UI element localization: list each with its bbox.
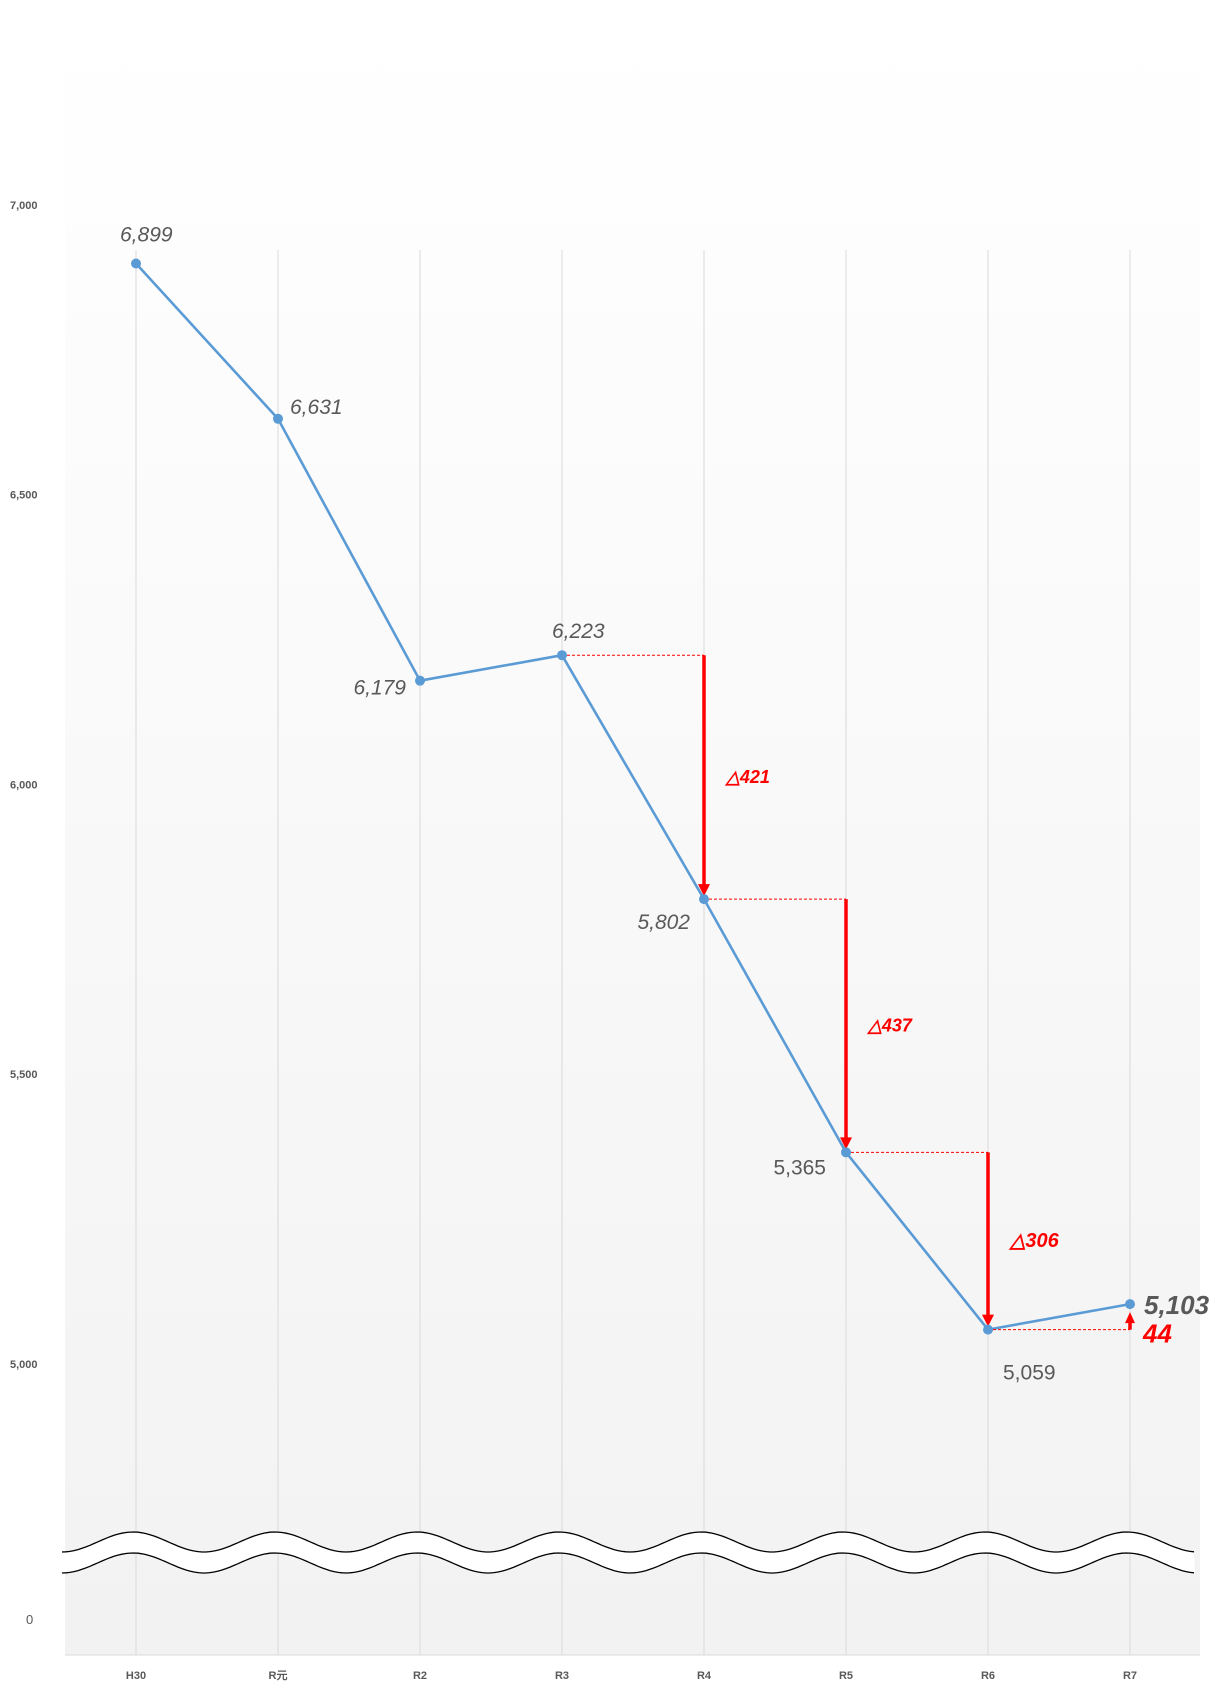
data-label-R3: 6,223: [552, 620, 605, 643]
change-label: △306: [1008, 1230, 1060, 1252]
data-point-R4: [699, 894, 709, 905]
y-tick-label: 0: [26, 1612, 33, 1627]
data-point-H30: [131, 258, 141, 269]
data-point-R3: [557, 650, 567, 661]
y-tick-label: 6,000: [10, 779, 38, 791]
series-line: [135, 262, 1131, 1331]
data-point-R元: [273, 413, 283, 424]
axis-break-wave-lower: [61, 1552, 1195, 1574]
x-tick-label: R7: [1123, 1670, 1137, 1682]
change-label: △437: [866, 1016, 913, 1036]
data-label-R元: 6,631: [290, 396, 343, 419]
x-tick-label: R5: [839, 1670, 853, 1682]
change-arrow-head: [982, 1314, 994, 1327]
data-label-R6: 5,059: [1003, 1362, 1056, 1385]
y-tick-label: 6,500: [10, 490, 38, 502]
change-arrow-head: [1125, 1312, 1135, 1324]
data-point-R5: [841, 1147, 851, 1158]
data-point-R2: [415, 675, 425, 686]
change-arrow-head: [698, 884, 710, 897]
y-tick-label: 5,500: [10, 1069, 38, 1081]
x-tick-label: H30: [126, 1670, 146, 1682]
y-tick-label: 7,000: [10, 200, 38, 212]
data-label-R7: 5,103: [1144, 1290, 1210, 1320]
axis-break-wave-upper: [61, 1531, 1195, 1553]
x-tick-label: R3: [555, 1670, 569, 1682]
data-label-R4: 5,802: [637, 911, 690, 934]
plot-area: [65, 20, 1200, 1655]
y-tick-label: 5,000: [10, 1359, 38, 1371]
change-label: △421: [724, 767, 770, 787]
change-arrow-head: [840, 1137, 852, 1150]
data-label-R5: 5,365: [773, 1156, 826, 1179]
change-label: 44: [1142, 1319, 1172, 1349]
x-tick-label: R元: [269, 1669, 288, 1682]
data-point-R7: [1125, 1299, 1135, 1310]
data-label-H30: 6,899: [120, 224, 173, 247]
data-label-R2: 6,179: [353, 677, 406, 700]
x-tick-label: R6: [981, 1670, 995, 1682]
x-tick-label: R4: [697, 1670, 712, 1682]
chart-title: [0, 0, 1222, 10]
data-point-R6: [983, 1324, 993, 1335]
x-tick-label: R2: [413, 1670, 427, 1682]
